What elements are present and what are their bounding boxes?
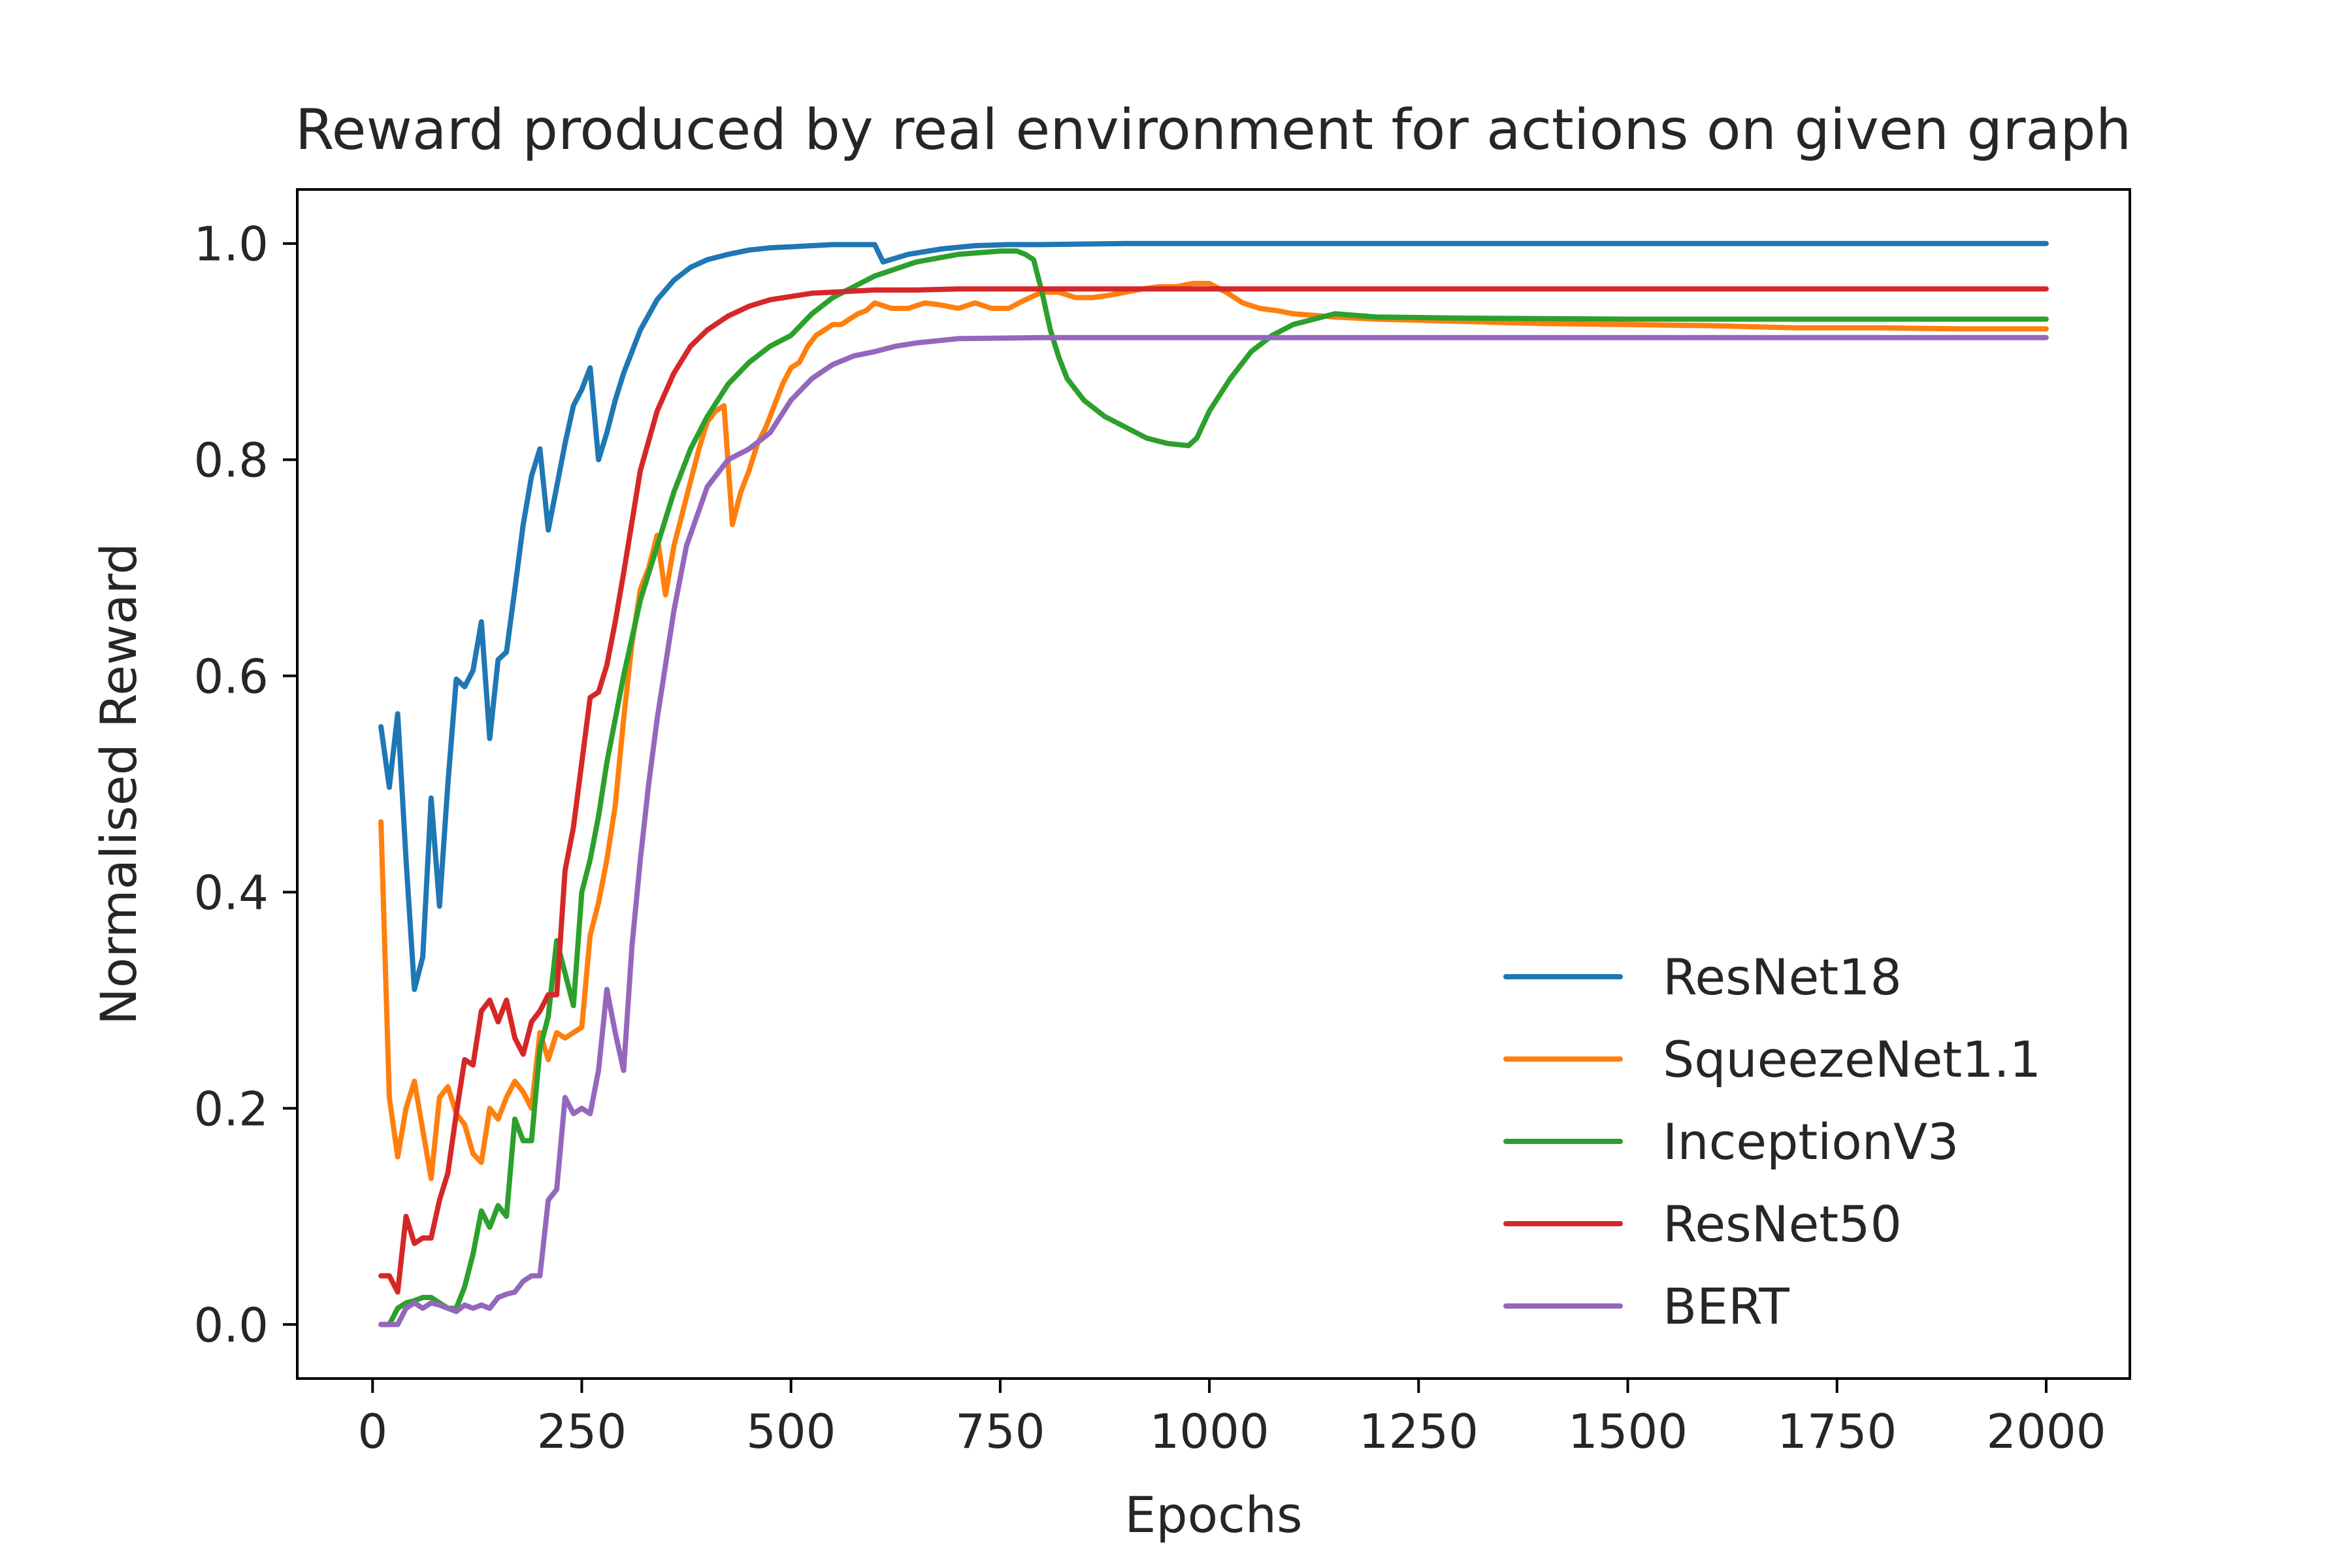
x-axis-ticks: 0 250 500 750 1000 1250 1500 1750 2000 bbox=[357, 1379, 2106, 1459]
x-tick-label: 250 bbox=[537, 1404, 627, 1459]
legend-label-resnet18: ResNet18 bbox=[1663, 948, 1902, 1006]
series-line-bert bbox=[378, 335, 2049, 1328]
series-line-resnet18 bbox=[378, 240, 2049, 992]
x-axis-label: Epochs bbox=[1124, 1486, 1302, 1544]
y-axis-ticks: 0.0 0.2 0.4 0.6 0.8 1.0 bbox=[193, 217, 297, 1352]
y-tick-label: 0.4 bbox=[193, 865, 269, 920]
x-tick-label: 1750 bbox=[1777, 1404, 1897, 1459]
x-tick-label: 750 bbox=[955, 1404, 1045, 1459]
y-tick-label: 1.0 bbox=[193, 217, 269, 272]
series-line-resnet50 bbox=[378, 286, 2049, 1295]
plot-frame bbox=[296, 188, 2131, 1380]
series-line-squeezenet1-1 bbox=[378, 280, 2049, 1181]
y-tick-label: 0.0 bbox=[193, 1298, 269, 1352]
legend: ResNet18 SqueezeNet1.1 InceptionV3 ResNet50… bbox=[1503, 948, 2041, 1335]
legend-label-resnet50: ResNet50 bbox=[1663, 1195, 1902, 1253]
y-tick-label: 0.6 bbox=[193, 649, 269, 704]
x-tick-label: 0 bbox=[357, 1404, 387, 1459]
legend-label-inceptionv3: InceptionV3 bbox=[1663, 1113, 1959, 1171]
x-tick-label: 1500 bbox=[1568, 1404, 1688, 1459]
x-tick-label: 1000 bbox=[1149, 1404, 1269, 1459]
chart-title: Reward produced by real environment for … bbox=[295, 97, 2131, 163]
y-axis-label: Normalised Reward bbox=[90, 543, 148, 1025]
legend-label-squeezenet1-1: SqueezeNet1.1 bbox=[1663, 1030, 2041, 1088]
series-line-inceptionv3 bbox=[378, 248, 2049, 1328]
legend-label-bert: BERT bbox=[1663, 1277, 1789, 1335]
y-tick-label: 0.2 bbox=[193, 1081, 269, 1136]
y-tick-label: 0.8 bbox=[193, 433, 269, 488]
x-tick-label: 1250 bbox=[1359, 1404, 1478, 1459]
series-layer bbox=[378, 240, 2049, 1328]
x-tick-label: 2000 bbox=[1986, 1404, 2106, 1459]
x-tick-label: 500 bbox=[746, 1404, 836, 1459]
